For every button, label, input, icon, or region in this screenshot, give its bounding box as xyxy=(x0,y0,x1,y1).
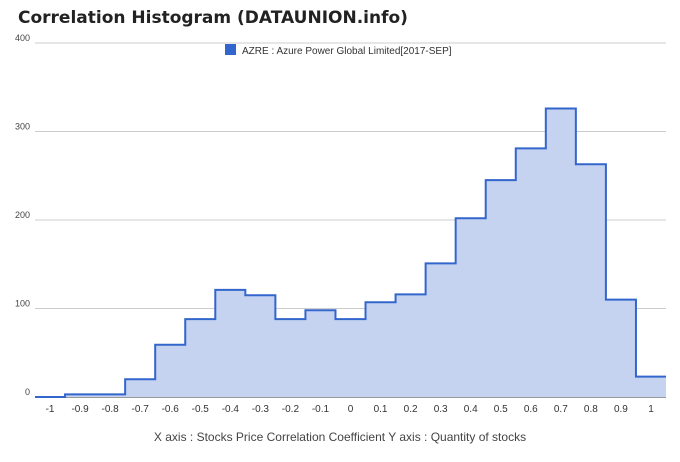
histogram-bin xyxy=(606,300,636,397)
x-tick-label: -0.4 xyxy=(222,404,240,415)
x-tick-label: 0.2 xyxy=(404,404,418,415)
histogram-bin xyxy=(245,295,275,397)
x-tick-label: 0.8 xyxy=(584,404,598,415)
histogram-bin xyxy=(576,164,606,397)
histogram-bin xyxy=(185,319,215,397)
y-tick-label: 300 xyxy=(15,122,30,132)
y-tick-label: 200 xyxy=(15,210,30,220)
axis-layer: 0 100 200 300 400 -1 -0.9 -0.8 -0.7 -0.6 -0.5 -0.4 -… xyxy=(15,33,654,415)
x-tick-label: 0.4 xyxy=(464,404,478,415)
histogram-bin xyxy=(155,345,185,397)
x-tick-label: -0.5 xyxy=(192,404,210,415)
histogram-bin xyxy=(65,394,95,397)
histogram-bin xyxy=(275,319,305,397)
histogram-bin xyxy=(636,377,666,397)
x-tick-label: -0.6 xyxy=(162,404,180,415)
x-tick-label: 0.3 xyxy=(434,404,448,415)
x-tick-label: 0.5 xyxy=(494,404,508,415)
area-layer xyxy=(35,107,666,398)
histogram-bin xyxy=(396,294,426,397)
legend[interactable]: AZRE : Azure Power Global Limited[2017-S… xyxy=(225,44,452,57)
axis-caption: X axis : Stocks Price Correlation Coeffi… xyxy=(153,430,527,444)
histogram-bin xyxy=(305,310,335,397)
x-tick-label: -0.1 xyxy=(312,404,330,415)
histogram-bin xyxy=(366,302,396,397)
x-tick-label: -0.2 xyxy=(282,404,300,415)
y-tick-label: 100 xyxy=(15,299,30,309)
x-tick-label: -0.3 xyxy=(252,404,270,415)
histogram-bin xyxy=(516,148,546,397)
x-tick-label: -0.8 xyxy=(102,404,120,415)
x-tick-label: 0.1 xyxy=(374,404,388,415)
histogram-bin xyxy=(125,379,155,397)
histogram-bin xyxy=(456,218,486,397)
histogram-line xyxy=(35,107,666,398)
histogram-bin xyxy=(95,394,125,397)
y-tick-label: 400 xyxy=(15,33,30,43)
legend-swatch xyxy=(225,44,236,55)
histogram-bin xyxy=(335,319,365,397)
x-tick-label: 0 xyxy=(348,404,354,415)
x-tick-label: -1 xyxy=(46,404,55,415)
chart-title: Correlation Histogram (DATAUNION.info) xyxy=(18,8,408,28)
x-tick-label: 0.9 xyxy=(614,404,628,415)
x-tick-label: -0.7 xyxy=(132,404,150,415)
y-tick-label: 0 xyxy=(25,387,30,397)
x-tick-label: 1 xyxy=(648,404,654,415)
histogram-bin xyxy=(486,180,516,397)
histogram-bin xyxy=(215,290,245,397)
histogram-bin xyxy=(426,263,456,397)
histogram-bin xyxy=(546,108,576,397)
legend-label: AZRE : Azure Power Global Limited[2017-S… xyxy=(242,46,452,57)
x-tick-label: 0.6 xyxy=(524,404,538,415)
x-tick-label: -0.9 xyxy=(71,404,89,415)
x-tick-label: 0.7 xyxy=(554,404,568,415)
